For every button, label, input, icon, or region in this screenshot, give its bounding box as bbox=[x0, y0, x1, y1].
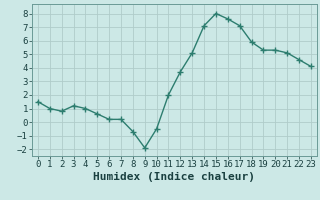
X-axis label: Humidex (Indice chaleur): Humidex (Indice chaleur) bbox=[93, 172, 255, 182]
